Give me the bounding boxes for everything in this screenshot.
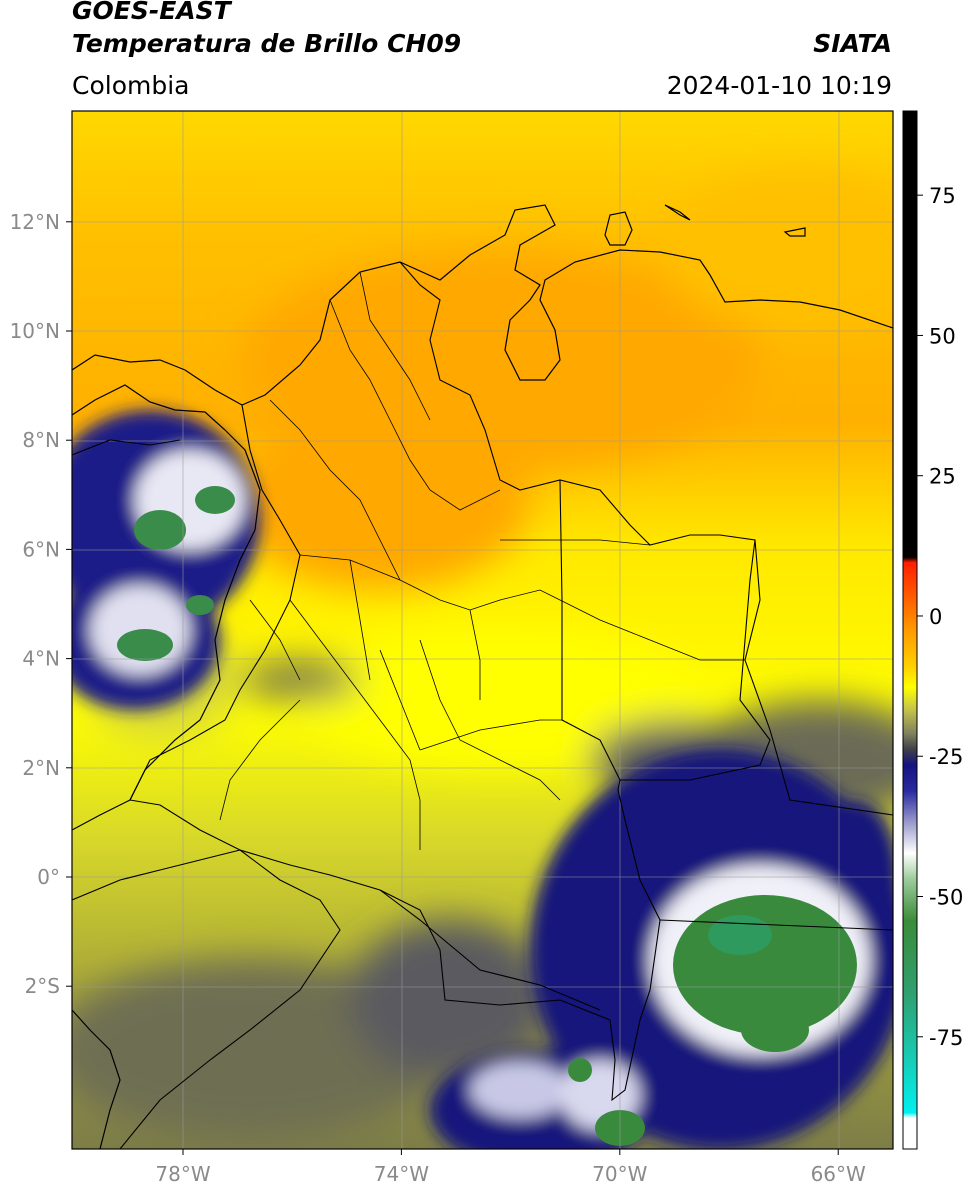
latitude-tick-labels: 12°N 10°N 8°N 6°N 4°N 2°N 0° 2°S bbox=[10, 210, 72, 998]
lon-tick-label: 74°W bbox=[374, 1162, 429, 1186]
lat-tick-label: 0° bbox=[37, 865, 60, 889]
lon-tick-label: 66°W bbox=[811, 1162, 866, 1186]
map-frame bbox=[71, 110, 894, 1150]
colorbar-tick-label: 75 bbox=[929, 184, 956, 208]
lat-tick-label: 12°N bbox=[10, 210, 60, 234]
lat-tick-label: 8°N bbox=[22, 428, 60, 452]
colorbar-tick-label: -75 bbox=[929, 1026, 963, 1050]
lat-tick-label: 6°N bbox=[22, 537, 60, 561]
longitude-tick-labels: 78°W 74°W 70°W 66°W bbox=[155, 1149, 866, 1186]
timestamp-label: 2024-01-10 10:19 bbox=[666, 71, 892, 100]
satellite-imagery bbox=[72, 111, 893, 1149]
department-borders bbox=[219, 271, 745, 850]
colorbar-tick-label: -50 bbox=[929, 886, 963, 910]
colorbar bbox=[903, 111, 917, 1149]
colorbar-tick-label: 0 bbox=[929, 605, 942, 629]
colorbar-tick-label: 25 bbox=[929, 465, 956, 489]
organization-label: SIATA bbox=[813, 29, 892, 58]
gridlines bbox=[72, 111, 893, 1149]
colorbar-tick-label: -25 bbox=[929, 745, 963, 769]
lon-tick-label: 78°W bbox=[155, 1162, 210, 1186]
lat-tick-label: 2°N bbox=[22, 756, 60, 780]
title-line-1: GOES-EAST bbox=[72, 0, 231, 25]
lat-tick-label: 10°N bbox=[10, 319, 60, 343]
colorbar-frame bbox=[902, 110, 918, 1150]
lat-tick-label: 4°N bbox=[22, 647, 60, 671]
coastlines bbox=[72, 204, 893, 1149]
colorbar-tick-label: 50 bbox=[929, 324, 956, 348]
lon-tick-label: 70°W bbox=[592, 1162, 647, 1186]
region-label: Colombia bbox=[72, 71, 190, 100]
colorbar-ticks: 75 50 25 0 -25 -50 -75 bbox=[917, 184, 963, 1050]
lat-tick-label: 2°S bbox=[25, 974, 60, 998]
title-line-2: Temperatura de Brillo CH09 bbox=[72, 29, 462, 58]
